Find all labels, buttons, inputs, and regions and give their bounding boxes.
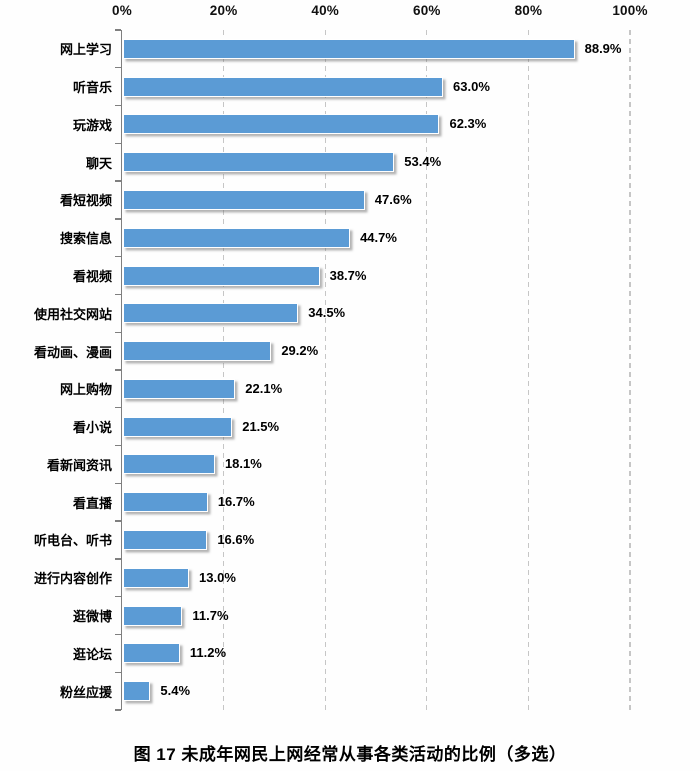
y-axis-tick — [115, 520, 121, 522]
category-label: 网上购物 — [59, 382, 112, 398]
category-label: 听音乐 — [72, 80, 112, 96]
value-label: 5.4% — [160, 683, 191, 699]
category-label: 看新闻资讯 — [46, 457, 112, 473]
gridline — [527, 30, 530, 710]
bar — [123, 378, 236, 399]
value-label: 13.0% — [199, 569, 236, 585]
y-axis-line — [120, 30, 123, 710]
category-label: 看直播 — [72, 495, 112, 511]
category-label: 听电台、听书 — [33, 533, 112, 549]
bar — [123, 681, 151, 702]
value-label: 62.3% — [449, 116, 487, 132]
y-axis-tick — [115, 331, 121, 333]
category-label: 逛微博 — [72, 609, 112, 625]
value-label: 34.5% — [308, 305, 346, 321]
bar — [123, 492, 208, 513]
category-label: 使用社交网站 — [33, 306, 112, 322]
x-axis-tick-label: 100% — [612, 3, 648, 18]
value-label: 38.7% — [329, 267, 367, 283]
value-label: 21.5% — [242, 418, 280, 434]
value-label: 88.9% — [584, 40, 622, 56]
x-axis-tick-label: 80% — [514, 3, 543, 18]
y-axis-tick — [115, 104, 121, 107]
value-label: 11.7% — [192, 607, 229, 623]
y-axis-tick — [115, 558, 121, 560]
y-axis-tick — [115, 293, 121, 296]
value-label: 16.6% — [217, 532, 255, 547]
y-axis-tick — [115, 218, 121, 220]
x-axis-tick-label: 60% — [412, 3, 441, 18]
value-label: 53.4% — [404, 154, 442, 170]
bar — [123, 303, 299, 324]
y-axis-tick — [115, 633, 121, 636]
bar — [123, 454, 215, 475]
y-axis-tick — [115, 255, 121, 258]
category-label: 聊天 — [85, 155, 112, 171]
gridline — [324, 30, 326, 710]
y-axis-tick — [115, 709, 121, 711]
figure-caption: 图 17 未成年网民上网经常从事各类活动的比例（多选） — [133, 745, 567, 764]
y-axis-tick — [115, 671, 121, 673]
y-axis-tick — [115, 595, 121, 598]
gridline — [629, 30, 631, 710]
category-label: 粉丝应援 — [59, 684, 112, 700]
value-label: 18.1% — [224, 456, 262, 472]
bar — [123, 643, 180, 664]
y-axis-tick — [115, 67, 121, 69]
bar — [123, 530, 208, 550]
x-axis-tick-label: 40% — [311, 3, 339, 18]
category-label: 搜索信息 — [59, 231, 112, 247]
bar — [123, 605, 183, 626]
category-label: 看短视频 — [59, 193, 112, 209]
category-label: 玩游戏 — [72, 117, 112, 133]
value-label: 44.7% — [360, 229, 397, 245]
value-label: 29.2% — [281, 343, 319, 359]
category-label: 看动画、漫画 — [33, 344, 112, 360]
x-axis-tick-label: 20% — [209, 3, 238, 18]
value-label: 16.7% — [217, 494, 255, 510]
y-axis-tick — [115, 29, 121, 31]
bar — [123, 416, 233, 437]
x-axis-tick-label: 0% — [112, 3, 132, 18]
category-label: 看小说 — [72, 420, 112, 436]
y-axis-tick — [115, 444, 121, 447]
category-label: 进行内容创作 — [33, 571, 112, 587]
bar — [123, 341, 272, 362]
category-label: 看视频 — [72, 269, 112, 285]
bar — [123, 190, 365, 210]
gridline — [222, 30, 225, 710]
y-axis-tick — [115, 369, 121, 371]
category-label: 网上学习 — [59, 42, 112, 58]
bar — [123, 152, 395, 173]
y-axis-tick — [115, 180, 121, 182]
bar — [123, 38, 575, 59]
value-label: 63.0% — [453, 78, 490, 94]
y-axis-tick — [115, 482, 121, 485]
bar-chart: 0% 20% 40% 60% 80% 100% 网上学习 88.9% 听音乐 63.0% 玩游戏 62… — [33, 3, 648, 711]
bar — [123, 265, 320, 286]
bar — [123, 114, 440, 135]
value-label: 11.2% — [189, 645, 227, 661]
y-axis-tick — [115, 142, 121, 145]
gridline — [426, 30, 428, 710]
value-label: 22.1% — [245, 380, 283, 396]
value-label: 47.6% — [374, 192, 412, 207]
bar — [123, 227, 351, 248]
category-label: 逛论坛 — [72, 646, 112, 662]
bar — [123, 76, 444, 97]
y-axis-tick — [115, 407, 121, 409]
bar — [123, 567, 190, 588]
